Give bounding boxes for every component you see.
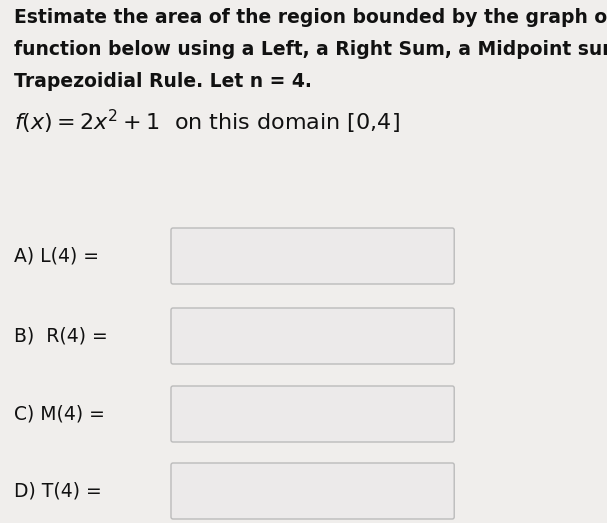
FancyBboxPatch shape: [171, 386, 454, 442]
Text: C) M(4) =: C) M(4) =: [14, 404, 105, 424]
Text: Trapezoidial Rule. Let n = 4.: Trapezoidial Rule. Let n = 4.: [14, 72, 312, 91]
Text: D) T(4) =: D) T(4) =: [14, 482, 102, 501]
FancyBboxPatch shape: [171, 228, 454, 284]
FancyBboxPatch shape: [171, 308, 454, 364]
Text: Estimate the area of the region bounded by the graph of the: Estimate the area of the region bounded …: [14, 8, 607, 27]
Text: B)  R(4) =: B) R(4) =: [14, 326, 108, 346]
Text: function below using a Left, a Right Sum, a Midpoint sum, and a: function below using a Left, a Right Sum…: [14, 40, 607, 59]
Text: A) L(4) =: A) L(4) =: [14, 246, 99, 266]
FancyBboxPatch shape: [171, 463, 454, 519]
Text: $f(x) = 2x^2 + 1$  on this domain [0,4]: $f(x) = 2x^2 + 1$ on this domain [0,4]: [14, 108, 400, 136]
